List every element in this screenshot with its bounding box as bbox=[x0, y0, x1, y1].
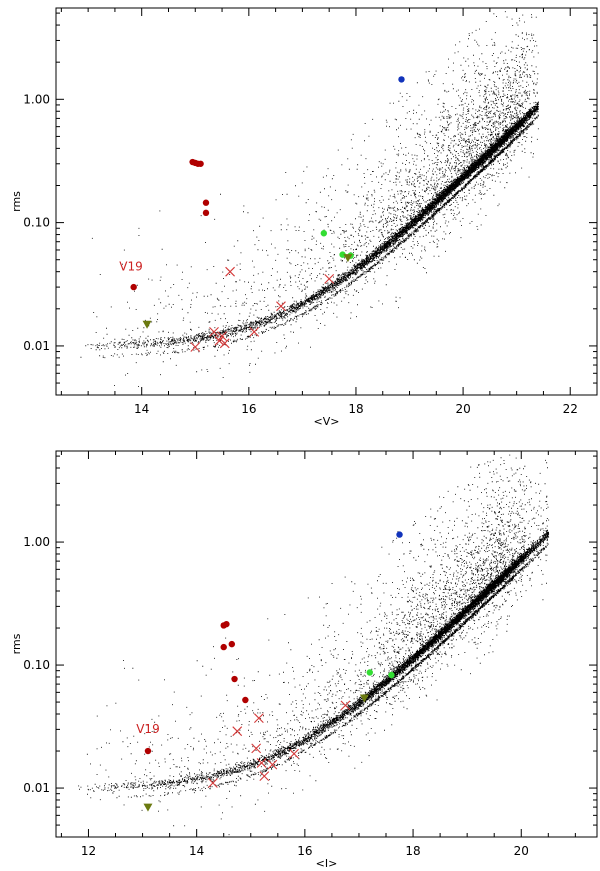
red-cross-marker bbox=[340, 700, 351, 711]
y-axis-title: rms bbox=[10, 633, 23, 654]
field-star-points bbox=[80, 11, 539, 387]
blue-point bbox=[396, 531, 403, 538]
blue-point bbox=[398, 76, 405, 83]
red-point bbox=[220, 643, 227, 651]
triangle-marker bbox=[343, 254, 353, 263]
series-red-cross bbox=[208, 700, 351, 788]
red-cross-marker bbox=[276, 301, 286, 312]
red-cross-marker bbox=[267, 759, 278, 770]
series-olive-triangle-down bbox=[142, 254, 353, 329]
x-tick-label: 20 bbox=[455, 402, 470, 416]
red-point bbox=[228, 640, 236, 648]
red-point bbox=[231, 675, 238, 683]
red-cross-marker bbox=[251, 743, 262, 754]
axes-frame bbox=[55, 450, 598, 838]
x-axis: 12 14 16 18 20 <I> bbox=[60, 451, 576, 870]
top-panel-vmag: 14 16 18 20 22 <V> 0.01 0.10 1.00 rms V19 bbox=[10, 7, 598, 428]
field-star-points bbox=[78, 454, 550, 836]
x-tick-label: 16 bbox=[297, 844, 312, 858]
series-green-filled-circle bbox=[366, 669, 395, 679]
green-point bbox=[320, 230, 328, 237]
red-cross-marker bbox=[232, 726, 243, 737]
y-tick-label: 0.10 bbox=[23, 216, 50, 230]
field-stars bbox=[78, 454, 550, 836]
red-cross-marker bbox=[324, 273, 335, 284]
x-tick-label: 12 bbox=[81, 844, 96, 858]
red-point bbox=[242, 696, 249, 704]
field-stars bbox=[80, 11, 539, 387]
x-tick-label: 20 bbox=[514, 844, 529, 858]
green-point bbox=[339, 251, 346, 258]
x-axis-title: <V> bbox=[314, 415, 340, 428]
annotation-label: V19 bbox=[136, 722, 159, 736]
red-point bbox=[202, 199, 210, 206]
red-cross-marker bbox=[214, 335, 225, 346]
x-axis: 14 16 18 20 22 <V> bbox=[60, 8, 598, 428]
x-tick-label: 22 bbox=[563, 402, 578, 416]
y-tick-label: 1.00 bbox=[23, 535, 50, 549]
red-cross-marker bbox=[208, 778, 218, 788]
triangle-marker bbox=[142, 320, 152, 329]
x-tick-label: 18 bbox=[405, 844, 420, 858]
green-point bbox=[366, 669, 373, 676]
y-axis: 0.01 0.10 1.00 rms bbox=[10, 455, 597, 838]
y-axis-title: rms bbox=[10, 191, 23, 212]
x-tick-label: 16 bbox=[241, 402, 256, 416]
red-cross-marker bbox=[289, 748, 299, 759]
x-axis-title: <I> bbox=[316, 857, 338, 870]
red-point bbox=[144, 747, 152, 755]
red-point bbox=[130, 283, 137, 291]
annotation-label: V19 bbox=[119, 259, 142, 273]
y-tick-label: 0.10 bbox=[23, 658, 50, 672]
red-cross-marker bbox=[225, 266, 235, 277]
y-tick-label: 0.01 bbox=[23, 339, 50, 353]
x-tick-label: 14 bbox=[189, 844, 204, 858]
red-cross-marker bbox=[217, 331, 227, 342]
red-cross-marker bbox=[209, 326, 219, 337]
axes-frame bbox=[55, 7, 598, 396]
red-point bbox=[197, 160, 204, 167]
series-red-filled-circle bbox=[144, 620, 249, 755]
red-cross-marker bbox=[249, 326, 260, 337]
series-olive-triangle-down bbox=[143, 694, 369, 812]
red-point bbox=[223, 620, 230, 628]
triangle-marker bbox=[143, 803, 153, 812]
y-tick-label: 1.00 bbox=[23, 92, 50, 106]
series-red-cross bbox=[190, 266, 335, 352]
bottom-panel-imag: 12 14 16 18 20 <I> 0.01 0.10 1.00 rms V19 bbox=[10, 450, 598, 870]
x-tick-label: 14 bbox=[134, 402, 149, 416]
series-blue-filled-circle bbox=[398, 76, 405, 83]
triangle-marker bbox=[359, 694, 369, 703]
red-cross-marker bbox=[190, 342, 201, 352]
green-point bbox=[388, 671, 395, 679]
red-point bbox=[202, 209, 210, 217]
series-red-filled-circle bbox=[130, 158, 210, 291]
y-tick-label: 0.01 bbox=[23, 781, 50, 795]
y-axis: 0.01 0.10 1.00 rms bbox=[10, 12, 597, 396]
red-cross-marker bbox=[253, 713, 264, 724]
red-cross-marker bbox=[256, 758, 267, 768]
red-cross-marker bbox=[259, 771, 270, 782]
red-cross-marker bbox=[219, 338, 230, 349]
x-tick-label: 18 bbox=[348, 402, 363, 416]
series-blue-filled-circle bbox=[396, 531, 403, 538]
